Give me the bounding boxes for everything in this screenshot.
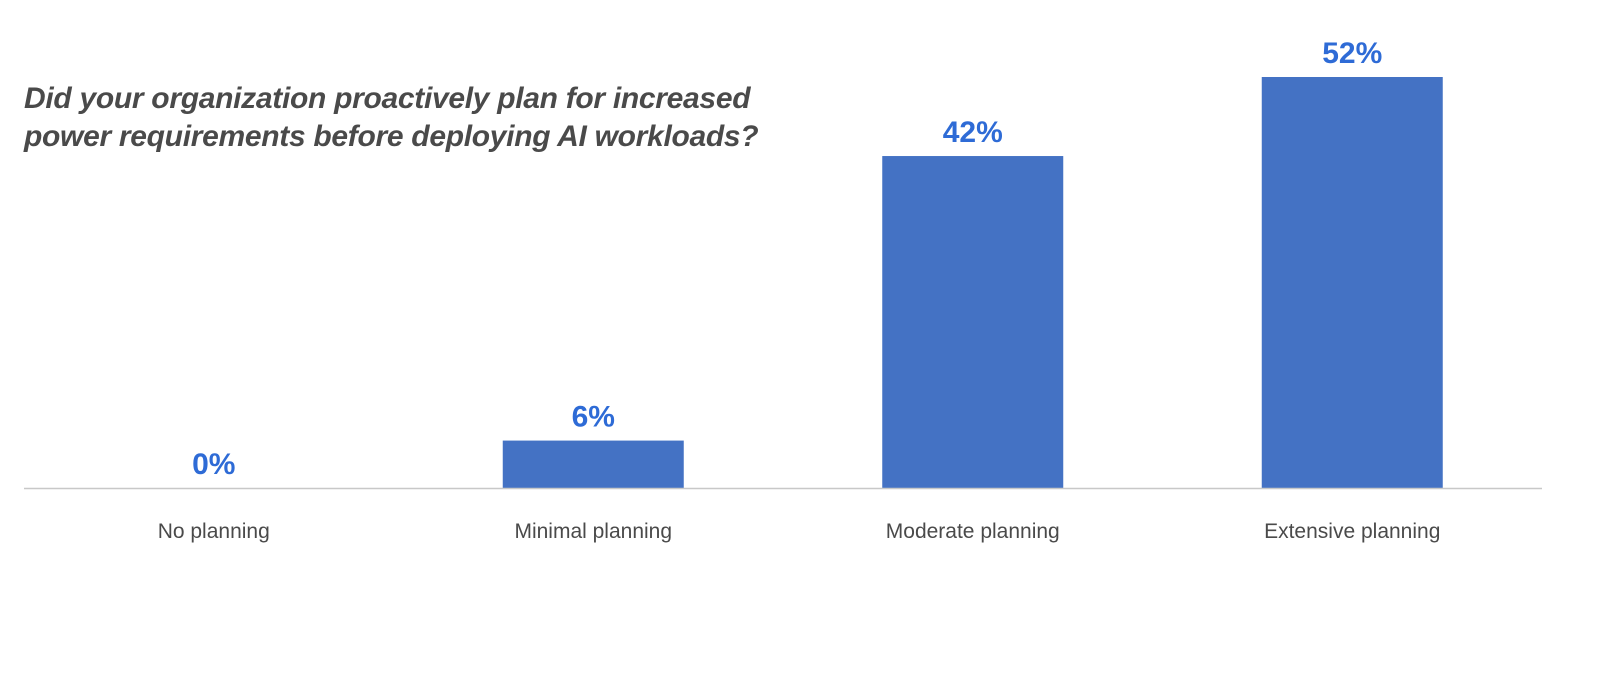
category-label: Moderate planning: [886, 520, 1060, 543]
bar: [1261, 77, 1443, 488]
category-label: No planning: [158, 520, 270, 543]
data-label: 6%: [572, 401, 615, 434]
chart-title: Did your organization proactively plan f…: [24, 82, 759, 153]
data-label: 0%: [192, 448, 235, 481]
category-label: Extensive planning: [1264, 520, 1440, 543]
data-label: 52%: [1322, 37, 1382, 70]
bar: [882, 156, 1064, 489]
category-label: Minimal planning: [514, 520, 672, 543]
bar: [502, 440, 684, 488]
data-label: 42%: [943, 116, 1003, 149]
